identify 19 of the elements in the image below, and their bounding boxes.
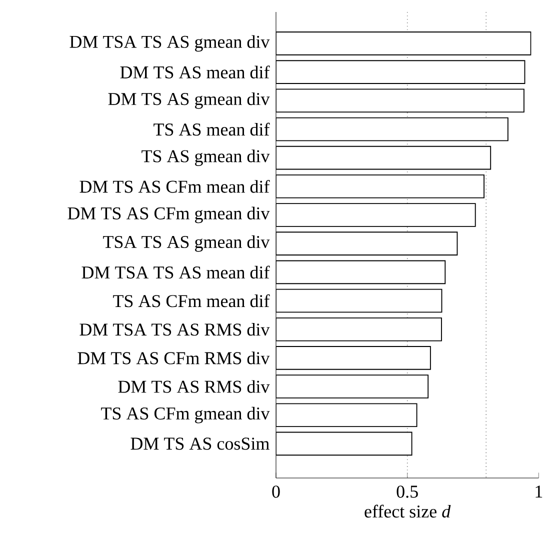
y-tick-label: DM TS AS CFm mean dif	[80, 180, 270, 193]
x-tick-label: 1	[536, 486, 542, 498]
y-tick-label: DM TS AS CFm RMS div	[78, 352, 270, 364]
y-tick-label: DM TS AS CFm gmean div	[68, 206, 270, 224]
y-tick-label: DM TSA TS AS mean dif	[82, 266, 270, 279]
x-tick-label: 0	[272, 486, 280, 498]
y-tick-label: TSA TS AS gmean div	[103, 235, 270, 252]
y-tick-label: TS AS gmean div	[142, 150, 270, 166]
x-axis-title: effect size d	[364, 504, 451, 518]
y-tick-label: DM TSA TS AS RMS div	[80, 323, 270, 336]
y-tick-label: DM TS AS RMS div	[118, 380, 270, 393]
y-tick-label: DM TSA TS AS gmean div	[70, 35, 270, 52]
y-tick-label: DM TS AS mean dif	[120, 66, 270, 78]
y-tick-label: DM TS AS gmean div	[108, 92, 270, 109]
y-tick-label: TS AS CFm mean dif	[113, 294, 270, 308]
y-tick-label: DM TS AS cosSim	[130, 438, 270, 450]
x-tick-label: 0.5	[396, 486, 418, 498]
y-tick-label: TS AS mean dif	[154, 122, 270, 136]
y-tick-label: TS AS CFm gmean div	[101, 406, 270, 424]
